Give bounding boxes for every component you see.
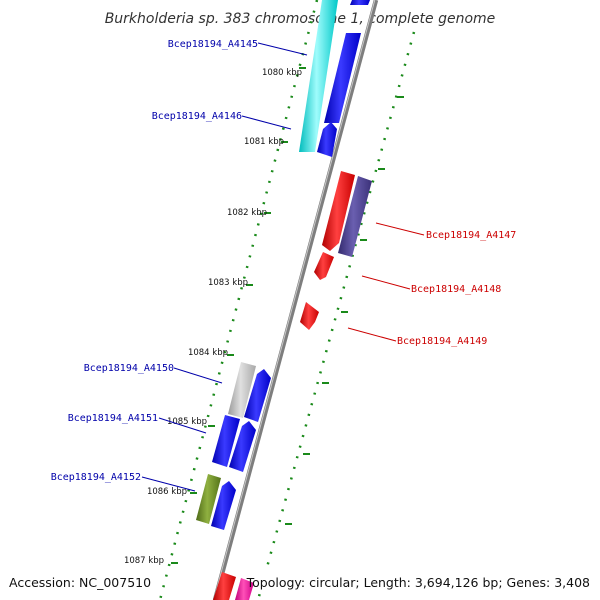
tick-label: 1081 kbp (244, 137, 284, 147)
gene-A4149[interactable] (300, 302, 319, 330)
leader-line (158, 417, 207, 434)
gene-label-A4151[interactable]: Bcep18194_A4151 (68, 413, 158, 424)
gene-label-A4148[interactable]: Bcep18194_A4148 (411, 284, 501, 295)
gene-label-A4145[interactable]: Bcep18194_A4145 (168, 39, 258, 50)
tick-label: 1086 kbp (147, 487, 187, 497)
gene-A4146-top[interactable] (350, 0, 370, 5)
leader-line (257, 42, 308, 56)
genome-summary-text: Topology: circular; Length: 3,694,126 bp… (246, 575, 590, 590)
gene-A4151[interactable] (212, 415, 240, 467)
tick-label: 1083 kbp (208, 278, 248, 288)
tick-label: 1085 kbp (167, 417, 207, 427)
outer-ruler (256, 31, 416, 600)
gene-A4146-upper[interactable] (324, 33, 361, 123)
backbone-highlight (213, 0, 376, 600)
map-title: Burkholderia sp. 383 chromosome 1, compl… (105, 11, 496, 27)
gene-labels: Bcep18194_A4145 Bcep18194_A4146 Bcep1819… (51, 39, 517, 483)
gene-bottom-magenta[interactable] (235, 578, 254, 600)
leader-line (361, 275, 411, 290)
footer-right-bg (256, 572, 596, 592)
gene-bottom-red[interactable] (213, 572, 236, 600)
gene-A4150[interactable] (228, 362, 256, 418)
reverse-strand-genes (300, 171, 372, 330)
gene-A4152-partner[interactable] (211, 481, 236, 530)
gene-A4150-partner[interactable] (244, 369, 271, 422)
forward-strand-genes (196, 0, 370, 600)
gene-A4152[interactable] (196, 474, 221, 524)
footer-left-bg (4, 572, 148, 592)
leader-line (347, 327, 397, 342)
gene-A4145[interactable] (299, 0, 338, 152)
gene-A4147-red[interactable] (322, 171, 355, 251)
tick-label: 1082 kbp (227, 208, 267, 218)
gene-label-A4149[interactable]: Bcep18194_A4149 (397, 336, 487, 347)
gene-label-A4147[interactable]: Bcep18194_A4147 (426, 230, 516, 241)
accession-text: Accession: NC_007510 (9, 575, 151, 590)
tick-labels: 1080 kbp 1081 kbp 1082 kbp 1083 kbp 1084… (124, 68, 302, 566)
genome-backbone (212, 0, 379, 600)
gene-A4148[interactable] (314, 252, 334, 280)
tick-label: 1080 kbp (262, 68, 302, 78)
leader-line (241, 115, 292, 130)
leader-line (173, 367, 223, 384)
gene-A4147[interactable] (338, 176, 372, 257)
leader-line (141, 476, 196, 492)
gene-A4146[interactable] (317, 122, 337, 157)
inner-ruler (158, 0, 319, 600)
gene-label-A4146[interactable]: Bcep18194_A4146 (152, 111, 242, 122)
label-leaders (141, 42, 425, 492)
gene-A4151-partner[interactable] (229, 421, 256, 472)
tick-label: 1084 kbp (188, 348, 228, 358)
tick-label: 1087 kbp (124, 556, 164, 566)
gene-label-A4152[interactable]: Bcep18194_A4152 (51, 472, 141, 483)
leader-line (375, 222, 425, 236)
gene-label-A4150[interactable]: Bcep18194_A4150 (84, 363, 174, 374)
